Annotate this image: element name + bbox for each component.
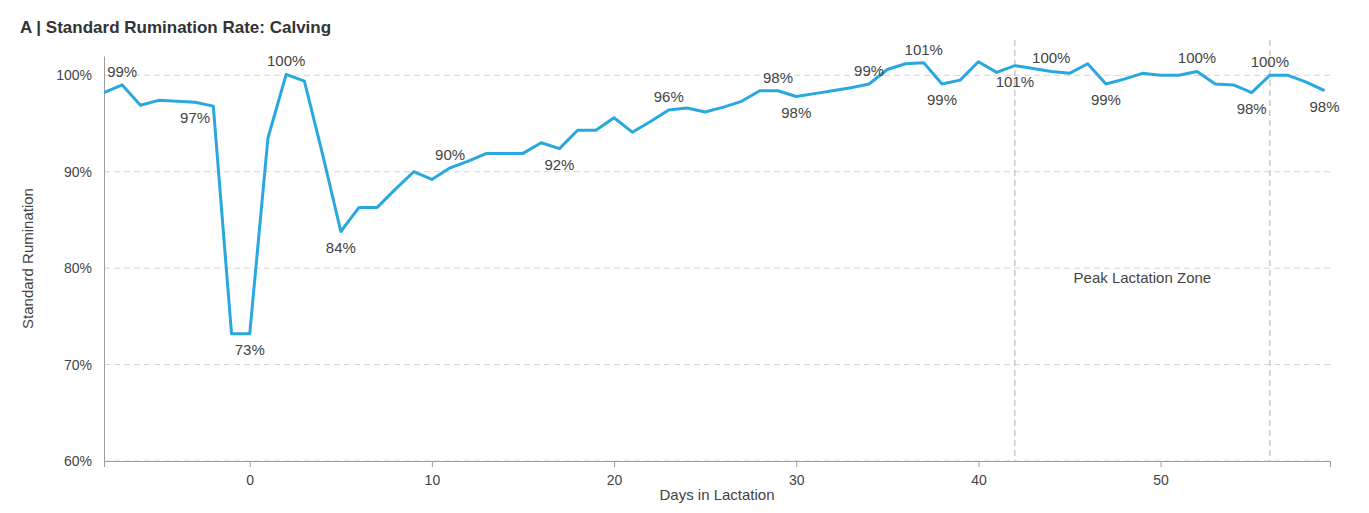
y-tick: 80% [64, 260, 104, 276]
y-axis-line [104, 57, 105, 462]
y-tick: 100% [56, 67, 104, 83]
data-label: 98% [1237, 100, 1267, 117]
annotation-text: Peak Lactation Zone [1074, 269, 1212, 286]
x-axis-title: Days in Lactation [659, 486, 774, 503]
x-tick-label: 20 [607, 472, 623, 488]
y-tick-label: 100% [56, 67, 92, 83]
data-label: 73% [235, 341, 265, 358]
x-tick: 50 [1153, 461, 1169, 488]
x-tick-label: 10 [425, 472, 441, 488]
data-label: 101% [996, 73, 1034, 90]
y-tick-label: 70% [64, 357, 92, 373]
data-label: 100% [267, 52, 305, 69]
grid-line [104, 171, 1330, 172]
data-label: 97% [180, 109, 210, 126]
y-tick-label: 60% [64, 453, 92, 469]
x-tick-label: 40 [971, 472, 987, 488]
x-tick-mark [250, 461, 251, 467]
x-tick-mark [614, 461, 615, 467]
y-tick-label: 80% [64, 260, 92, 276]
data-label: 100% [1032, 49, 1070, 66]
x-tick: 40 [971, 461, 987, 488]
plot-area [104, 62, 1325, 334]
x-tick-mark [978, 461, 979, 467]
y-tick-label: 90% [64, 164, 92, 180]
x-tick-mark [796, 461, 797, 467]
x-tick: 20 [607, 461, 623, 488]
data-label: 101% [905, 41, 943, 58]
grid-line [104, 364, 1330, 365]
data-label: 99% [854, 62, 884, 79]
data-label: 92% [544, 156, 574, 173]
data-label: 99% [927, 91, 957, 108]
x-axis: 0 10 20 30 40 50 [105, 461, 1331, 488]
zone-line [1014, 40, 1015, 461]
y-axis: 60% 70% 80% 90% 100% [56, 57, 104, 469]
data-label: 90% [435, 146, 465, 163]
y-tick: 90% [64, 164, 104, 180]
x-tick-label: 30 [789, 472, 805, 488]
grid [104, 75, 1330, 461]
x-tick-label: 0 [246, 472, 254, 488]
zone-line [1269, 40, 1270, 461]
chart: A | Standard Rumination Rate: Calving Pea… [0, 0, 1369, 513]
title: A | Standard Rumination Rate: Calving [20, 18, 331, 37]
x-tick: 10 [425, 461, 441, 488]
data-label: 98% [781, 104, 811, 121]
y-tick: 70% [64, 357, 104, 373]
series-line [104, 62, 1325, 334]
data-label: 98% [763, 69, 793, 86]
x-tick: 30 [789, 461, 805, 488]
annotation: Peak Lactation Zone [1015, 40, 1270, 461]
x-tick: 0 [246, 461, 254, 488]
x-axis-line [105, 462, 1331, 468]
x-tick-mark [432, 461, 433, 467]
x-tick-mark [1161, 461, 1162, 467]
data-label: 100% [1251, 53, 1289, 70]
data-label: 100% [1178, 49, 1216, 66]
data-label: 99% [107, 63, 137, 80]
data-label: 98% [1310, 98, 1340, 115]
y-tick: 60% [64, 453, 104, 469]
data-labels: 99% 97% 73% 100% 84% 90% 92% 96% 98% 98% 99% 101% 99… [107, 41, 1339, 358]
x-tick-label: 50 [1153, 472, 1169, 488]
data-label: 96% [654, 88, 684, 105]
y-axis-title: Standard Rumination [19, 188, 36, 329]
data-label: 84% [326, 239, 356, 256]
data-label: 99% [1091, 91, 1121, 108]
